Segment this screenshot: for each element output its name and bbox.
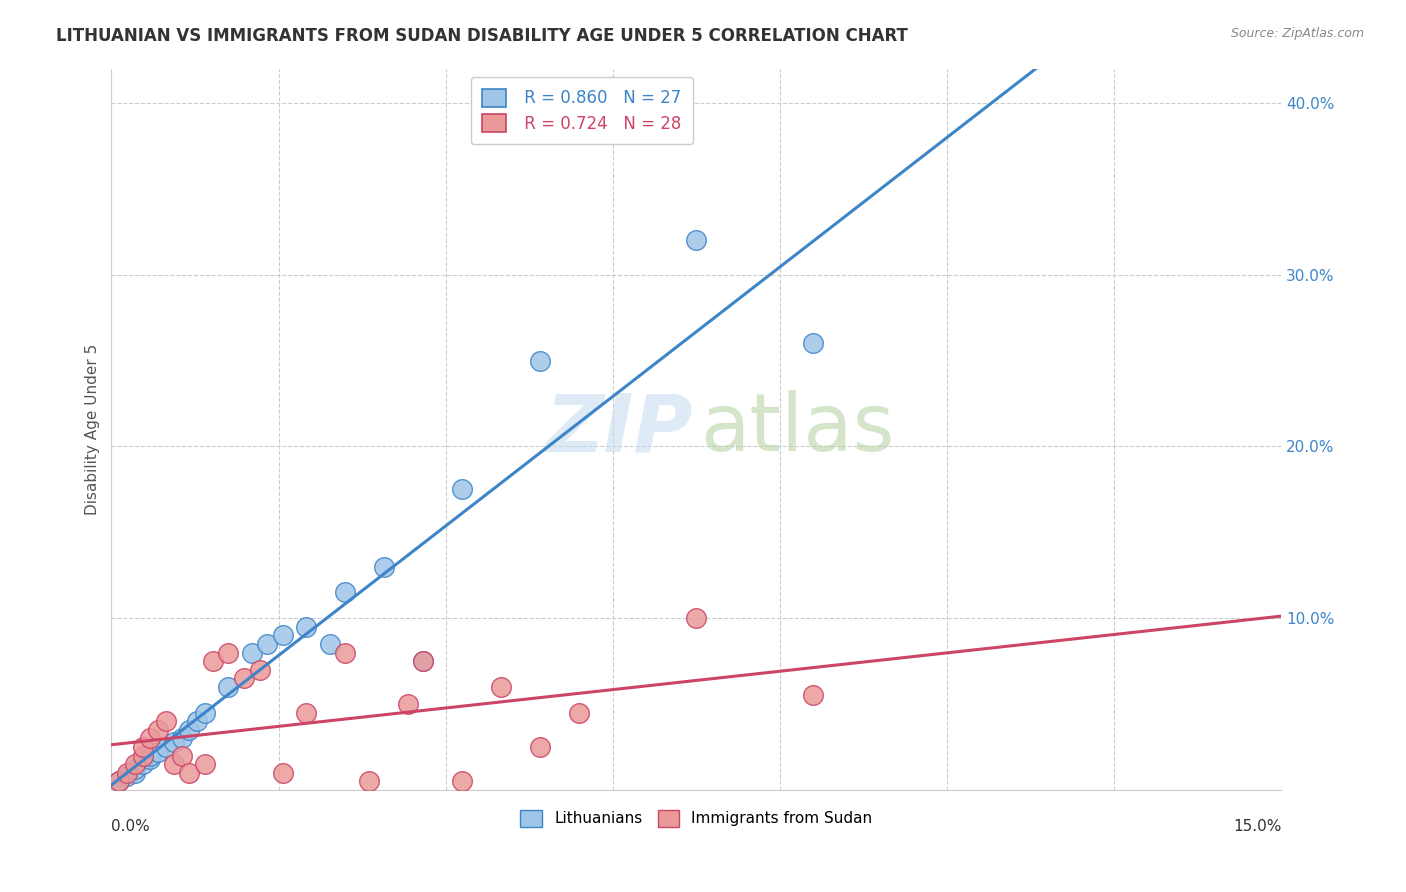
- Point: [451, 483, 474, 497]
- Text: 0.0%: 0.0%: [111, 819, 150, 834]
- Point: [194, 757, 217, 772]
- Point: [139, 748, 162, 763]
- Y-axis label: Disability Age Under 5: Disability Age Under 5: [86, 343, 100, 515]
- Point: [240, 646, 263, 660]
- Point: [529, 739, 551, 754]
- Point: [803, 689, 825, 703]
- Point: [568, 706, 591, 720]
- Point: [685, 233, 707, 247]
- Point: [163, 757, 186, 772]
- Point: [148, 723, 170, 737]
- Text: atlas: atlas: [700, 390, 894, 468]
- Point: [163, 735, 186, 749]
- Point: [335, 646, 357, 660]
- Point: [131, 748, 153, 763]
- Point: [271, 628, 294, 642]
- Point: [335, 585, 357, 599]
- Point: [115, 769, 138, 783]
- Point: [529, 353, 551, 368]
- Point: [412, 654, 434, 668]
- Point: [108, 774, 131, 789]
- Point: [155, 739, 177, 754]
- Point: [201, 654, 224, 668]
- Point: [249, 663, 271, 677]
- Point: [233, 671, 256, 685]
- Text: ZIP: ZIP: [546, 390, 693, 468]
- Point: [491, 680, 513, 694]
- Point: [139, 752, 162, 766]
- Point: [131, 757, 153, 772]
- Point: [131, 739, 153, 754]
- Legend: Lithuanians, Immigrants from Sudan: Lithuanians, Immigrants from Sudan: [515, 804, 879, 833]
- Point: [186, 714, 208, 729]
- Point: [685, 611, 707, 625]
- Point: [108, 774, 131, 789]
- Point: [124, 757, 146, 772]
- Point: [179, 765, 201, 780]
- Point: [139, 731, 162, 746]
- Point: [115, 765, 138, 780]
- Point: [124, 765, 146, 780]
- Point: [170, 731, 193, 746]
- Point: [217, 646, 239, 660]
- Point: [295, 706, 318, 720]
- Text: Source: ZipAtlas.com: Source: ZipAtlas.com: [1230, 27, 1364, 40]
- Text: LITHUANIAN VS IMMIGRANTS FROM SUDAN DISABILITY AGE UNDER 5 CORRELATION CHART: LITHUANIAN VS IMMIGRANTS FROM SUDAN DISA…: [56, 27, 908, 45]
- Point: [803, 336, 825, 351]
- Point: [295, 620, 318, 634]
- Point: [256, 637, 278, 651]
- Point: [179, 723, 201, 737]
- Point: [194, 706, 217, 720]
- Point: [124, 762, 146, 776]
- Point: [170, 748, 193, 763]
- Point: [396, 697, 419, 711]
- Point: [451, 774, 474, 789]
- Point: [357, 774, 380, 789]
- Text: 15.0%: 15.0%: [1233, 819, 1281, 834]
- Point: [217, 680, 239, 694]
- Point: [155, 714, 177, 729]
- Point: [412, 654, 434, 668]
- Point: [319, 637, 342, 651]
- Point: [148, 745, 170, 759]
- Point: [373, 559, 395, 574]
- Point: [271, 765, 294, 780]
